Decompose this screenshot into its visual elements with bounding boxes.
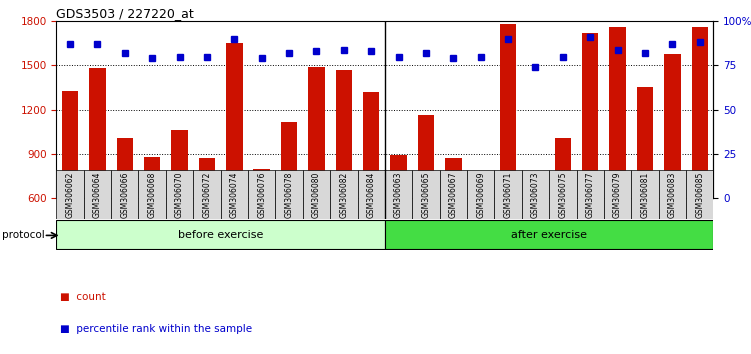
Bar bbox=[62, 91, 78, 198]
Bar bbox=[281, 121, 297, 198]
Text: GSM306081: GSM306081 bbox=[641, 172, 650, 218]
FancyBboxPatch shape bbox=[686, 170, 713, 219]
Bar bbox=[308, 67, 324, 198]
FancyBboxPatch shape bbox=[221, 170, 248, 219]
Bar bbox=[664, 54, 680, 198]
FancyBboxPatch shape bbox=[111, 170, 138, 219]
Bar bbox=[144, 157, 161, 198]
Bar bbox=[692, 27, 708, 198]
Text: GSM306085: GSM306085 bbox=[695, 171, 704, 218]
Text: GSM306066: GSM306066 bbox=[120, 171, 129, 218]
Bar bbox=[391, 155, 407, 198]
Bar bbox=[555, 138, 571, 198]
Text: ■  count: ■ count bbox=[60, 292, 106, 302]
FancyBboxPatch shape bbox=[83, 170, 111, 219]
Bar bbox=[637, 87, 653, 198]
Bar bbox=[89, 68, 106, 198]
Text: GSM306064: GSM306064 bbox=[93, 171, 102, 218]
Bar bbox=[582, 33, 599, 198]
Text: GSM306077: GSM306077 bbox=[586, 171, 595, 218]
FancyBboxPatch shape bbox=[385, 220, 713, 249]
Text: after exercise: after exercise bbox=[511, 229, 587, 240]
Text: ■  percentile rank within the sample: ■ percentile rank within the sample bbox=[60, 324, 252, 334]
FancyBboxPatch shape bbox=[632, 170, 659, 219]
Bar bbox=[116, 138, 133, 198]
Text: protocol: protocol bbox=[2, 230, 44, 240]
Bar bbox=[418, 115, 434, 198]
Bar bbox=[609, 27, 626, 198]
Text: GSM306063: GSM306063 bbox=[394, 171, 403, 218]
FancyBboxPatch shape bbox=[385, 170, 412, 219]
FancyBboxPatch shape bbox=[577, 170, 604, 219]
Text: GSM306067: GSM306067 bbox=[449, 171, 458, 218]
FancyBboxPatch shape bbox=[276, 170, 303, 219]
Text: GSM306076: GSM306076 bbox=[257, 171, 266, 218]
Text: GSM306072: GSM306072 bbox=[203, 171, 212, 218]
Bar bbox=[527, 179, 544, 198]
Text: GSM306082: GSM306082 bbox=[339, 172, 348, 218]
FancyBboxPatch shape bbox=[138, 170, 166, 219]
Text: GSM306074: GSM306074 bbox=[230, 171, 239, 218]
Text: GSM306083: GSM306083 bbox=[668, 171, 677, 218]
Bar bbox=[445, 159, 462, 198]
Text: before exercise: before exercise bbox=[178, 229, 264, 240]
FancyBboxPatch shape bbox=[439, 170, 467, 219]
Bar bbox=[226, 44, 243, 198]
FancyBboxPatch shape bbox=[522, 170, 549, 219]
Bar bbox=[472, 174, 489, 198]
FancyBboxPatch shape bbox=[549, 170, 577, 219]
Text: GSM306071: GSM306071 bbox=[504, 171, 513, 218]
Text: GSM306068: GSM306068 bbox=[148, 171, 157, 218]
Bar bbox=[199, 159, 215, 198]
Bar bbox=[171, 130, 188, 198]
FancyBboxPatch shape bbox=[467, 170, 494, 219]
FancyBboxPatch shape bbox=[330, 170, 357, 219]
Text: GDS3503 / 227220_at: GDS3503 / 227220_at bbox=[56, 7, 194, 20]
Text: GSM306070: GSM306070 bbox=[175, 171, 184, 218]
Bar bbox=[253, 169, 270, 198]
FancyBboxPatch shape bbox=[604, 170, 632, 219]
FancyBboxPatch shape bbox=[56, 220, 385, 249]
Text: GSM306062: GSM306062 bbox=[65, 171, 74, 218]
FancyBboxPatch shape bbox=[193, 170, 221, 219]
FancyBboxPatch shape bbox=[659, 170, 686, 219]
Text: GSM306078: GSM306078 bbox=[285, 171, 294, 218]
Bar bbox=[500, 24, 517, 198]
Text: GSM306080: GSM306080 bbox=[312, 171, 321, 218]
Text: GSM306084: GSM306084 bbox=[366, 171, 376, 218]
FancyBboxPatch shape bbox=[357, 170, 385, 219]
Text: GSM306065: GSM306065 bbox=[421, 171, 430, 218]
FancyBboxPatch shape bbox=[166, 170, 193, 219]
Bar bbox=[336, 70, 352, 198]
FancyBboxPatch shape bbox=[303, 170, 330, 219]
Text: GSM306079: GSM306079 bbox=[613, 171, 622, 218]
FancyBboxPatch shape bbox=[494, 170, 522, 219]
Text: GSM306073: GSM306073 bbox=[531, 171, 540, 218]
FancyBboxPatch shape bbox=[56, 170, 83, 219]
Bar bbox=[363, 92, 379, 198]
FancyBboxPatch shape bbox=[412, 170, 439, 219]
Text: GSM306069: GSM306069 bbox=[476, 171, 485, 218]
FancyBboxPatch shape bbox=[248, 170, 276, 219]
Text: GSM306075: GSM306075 bbox=[558, 171, 567, 218]
